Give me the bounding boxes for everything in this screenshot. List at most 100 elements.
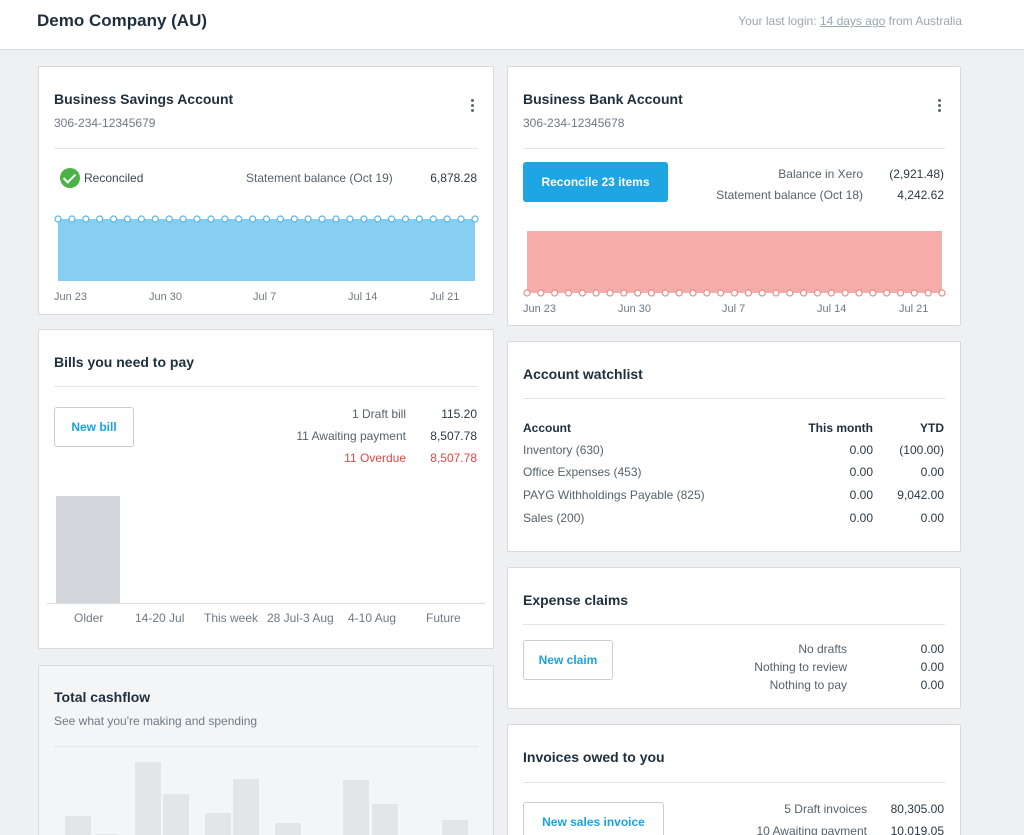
chart-point [855,289,863,297]
cashflow-bar [343,780,369,835]
chart-point [151,215,159,223]
savings-account-number: 306-234-12345679 [54,116,156,130]
watchlist-account[interactable]: PAYG Withholdings Payable (825) [523,488,705,502]
balance-in-xero-value: (2,921.48) [889,167,944,181]
savings-account-title[interactable]: Business Savings Account [54,91,234,107]
bills-x-label: 4-10 Aug [348,611,397,625]
chart-point [883,289,891,297]
invoice-row-value: 10,019.05 [890,824,944,835]
watchlist-col-ytd: YTD [920,421,944,435]
chart-point [564,289,573,297]
chart-point [360,215,368,223]
chart-point [703,289,711,297]
chart-point [388,215,396,223]
bills-x-label: 28 Jul-3 Aug [267,611,334,625]
bills-x-label: This week [204,611,259,625]
bank-x-label: Jul 7 [722,303,746,315]
expense-row-value: 0.00 [920,678,944,692]
watchlist-col-month: This month [808,421,873,435]
cashflow-card: Total cashflow See what you're making an… [38,665,494,835]
chart-point [207,215,215,223]
bank-x-label: Jul 21 [899,303,929,315]
chart-point [523,289,531,297]
chart-point [304,215,312,223]
chart-point [401,215,410,223]
bank-account-card: Business Bank Account 306-234-12345678 R… [507,66,961,326]
bills-axis-line [47,603,485,604]
bank-x-label: Jun 30 [618,303,652,315]
chart-point [551,289,559,297]
chart-point [592,289,600,297]
expense-row-label: No drafts [798,642,847,656]
watchlist-month: 0.00 [849,488,873,502]
bank-menu-icon[interactable] [938,99,942,112]
cashflow-bar [205,813,231,835]
bills-x-label: Older [74,611,104,625]
cashflow-title[interactable]: Total cashflow [54,689,151,705]
invoices-title[interactable]: Invoices owed to you [523,749,665,765]
chart-point [123,215,132,223]
savings-x-label: Jul 7 [253,291,277,303]
cashflow-bar [163,794,189,835]
chart-point [193,215,201,223]
chart-point [374,215,382,223]
divider [54,386,478,387]
reconcile-button[interactable]: Reconcile 23 items [523,162,668,202]
savings-area [58,219,475,281]
last-login-prefix: Your last login: [738,14,817,28]
watchlist-month: 0.00 [849,511,873,525]
savings-x-label: Jun 23 [54,291,88,303]
watchlist-account[interactable]: Office Expenses (453) [523,465,642,479]
bank-account-title[interactable]: Business Bank Account [523,91,683,107]
last-login-suffix: from Australia [888,14,962,28]
watchlist-title[interactable]: Account watchlist [523,366,643,382]
expense-row-value: 0.00 [920,660,944,674]
cashflow-subtitle: See what you're making and spending [54,714,258,728]
invoice-row-value: 80,305.00 [890,802,944,816]
chart-point [924,289,932,297]
bills-row-label[interactable]: 1 Draft bill [351,407,406,421]
new-sales-invoice-button[interactable]: New sales invoice [523,802,664,835]
invoices-card: Invoices owed to you New sales invoice 5… [507,724,961,835]
new-claim-button[interactable]: New claim [523,640,613,680]
chart-point [620,289,628,297]
cashflow-bar [442,820,468,835]
chart-point [332,215,340,223]
bills-row-value: 8,507.78 [430,429,477,443]
bank-area [527,231,942,293]
company-name[interactable]: Demo Company (AU) [37,11,208,30]
chart-point [606,289,614,297]
chart-point [82,215,90,223]
cashflow-bar [372,804,398,835]
bills-title[interactable]: Bills you need to pay [54,354,195,370]
watchlist-account[interactable]: Sales (200) [523,511,585,525]
cashflow-bar [233,779,259,835]
bills-overdue-label[interactable]: 11 Overdue [344,451,406,465]
chart-point [429,215,437,223]
expense-claims-title[interactable]: Expense claims [523,592,629,608]
new-bill-button[interactable]: New bill [54,407,134,447]
chart-point [827,289,835,297]
chart-point [96,215,104,223]
bills-row-label[interactable]: 11 Awaiting payment [296,429,406,443]
last-login-link[interactable]: 14 days ago [819,14,886,28]
chart-point [689,289,697,297]
watchlist-card: Account watchlist Account This month YTD… [507,341,961,552]
invoice-row-label[interactable]: 10 Awaiting payment [756,824,867,835]
chart-point [537,289,545,297]
bills-bar-older[interactable] [56,496,120,604]
chart-point [471,215,479,223]
expense-row-label: Nothing to review [754,660,847,674]
savings-menu-icon[interactable] [471,99,475,112]
savings-x-label: Jul 14 [348,291,378,303]
cashflow-bar [135,762,161,835]
chart-point [896,289,905,297]
chart-point [813,289,822,297]
chart-point [717,289,725,297]
expense-claims-card: Expense claims New claim No drafts 0.00 … [507,567,961,709]
watchlist-account[interactable]: Inventory (630) [523,443,604,457]
divider [523,782,945,783]
savings-balance-chart [54,215,479,281]
chart-point [290,215,298,223]
invoice-row-label[interactable]: 5 Draft invoices [784,802,867,816]
